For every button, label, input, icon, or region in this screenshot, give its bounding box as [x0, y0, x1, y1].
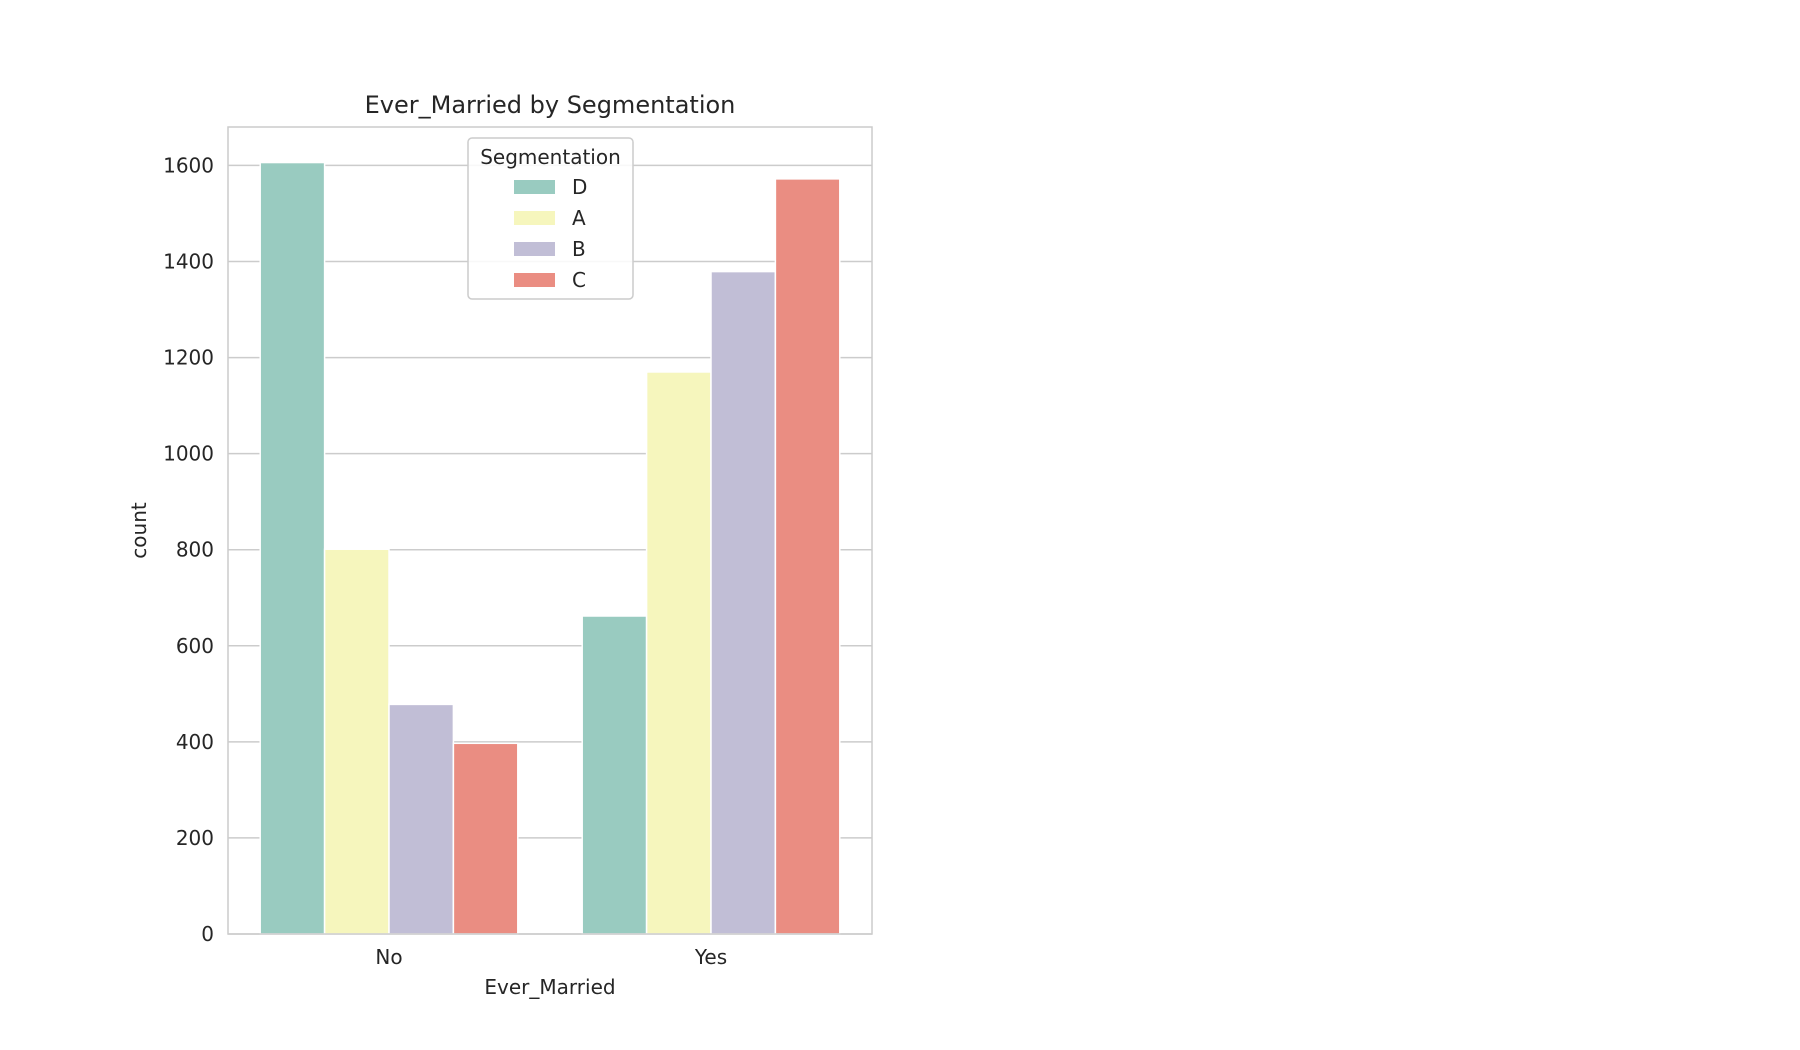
y-tick-label: 1000 [163, 442, 214, 466]
bar-D-No [259, 161, 326, 935]
chart-title: Ever_Married by Segmentation [365, 91, 736, 119]
x-tick-labels: No Yes [375, 945, 727, 969]
y-tick-label: 600 [176, 634, 214, 658]
bar-B-Yes [710, 270, 777, 935]
legend-label: B [572, 237, 586, 261]
legend-label: D [572, 175, 587, 199]
legend-label: C [572, 268, 586, 292]
y-tick-label: 800 [176, 538, 214, 562]
x-tick-label: No [375, 945, 402, 969]
legend-label: A [572, 206, 586, 230]
y-axis-label: count [127, 502, 151, 559]
y-tick-label: 400 [176, 730, 214, 754]
legend-title: Segmentation [480, 145, 621, 169]
bar-C-No [452, 742, 519, 935]
bars [259, 161, 841, 935]
y-tick-label: 1600 [163, 153, 214, 177]
x-axis-label: Ever_Married [484, 975, 615, 999]
x-tick-label: Yes [694, 945, 727, 969]
legend-swatch-A [514, 211, 555, 225]
legend-swatch-C [514, 273, 555, 287]
legend-swatch-B [514, 242, 555, 256]
bar-A-Yes [645, 371, 712, 935]
y-tick-label: 1400 [163, 250, 214, 274]
legend-swatch-D [514, 180, 555, 194]
bar-A-No [323, 548, 390, 935]
y-tick-labels: 0 200 400 600 800 1000 1200 1400 1600 [163, 153, 214, 946]
y-tick-label: 200 [176, 826, 214, 850]
y-tick-label: 0 [201, 922, 214, 946]
plot-frame [227, 126, 873, 935]
bar-C-Yes [774, 178, 841, 935]
y-tick-label: 1200 [163, 346, 214, 370]
bar-D-Yes [581, 615, 648, 935]
bar-B-No [388, 703, 455, 935]
